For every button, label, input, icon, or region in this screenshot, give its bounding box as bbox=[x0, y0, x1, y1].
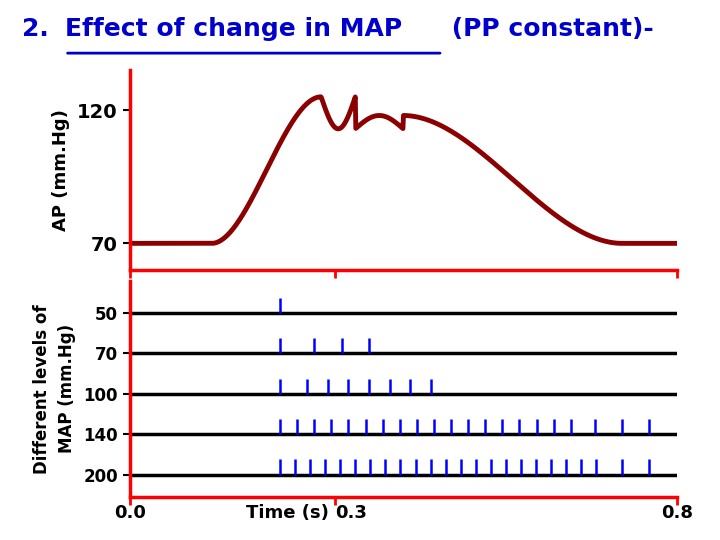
Text: 2.: 2. bbox=[22, 17, 57, 41]
Text: 0.0: 0.0 bbox=[114, 504, 145, 522]
Text: Effect of change in MAP: Effect of change in MAP bbox=[65, 17, 402, 41]
Text: 0.8: 0.8 bbox=[661, 504, 693, 522]
Text: 0.3: 0.3 bbox=[335, 504, 366, 522]
Y-axis label: Different levels of
MAP (mm.Hg): Different levels of MAP (mm.Hg) bbox=[33, 304, 76, 474]
Text: Time (s): Time (s) bbox=[246, 504, 329, 522]
Y-axis label: AP (mm.Hg): AP (mm.Hg) bbox=[53, 109, 71, 231]
Text: (PP constant)-: (PP constant)- bbox=[443, 17, 654, 41]
